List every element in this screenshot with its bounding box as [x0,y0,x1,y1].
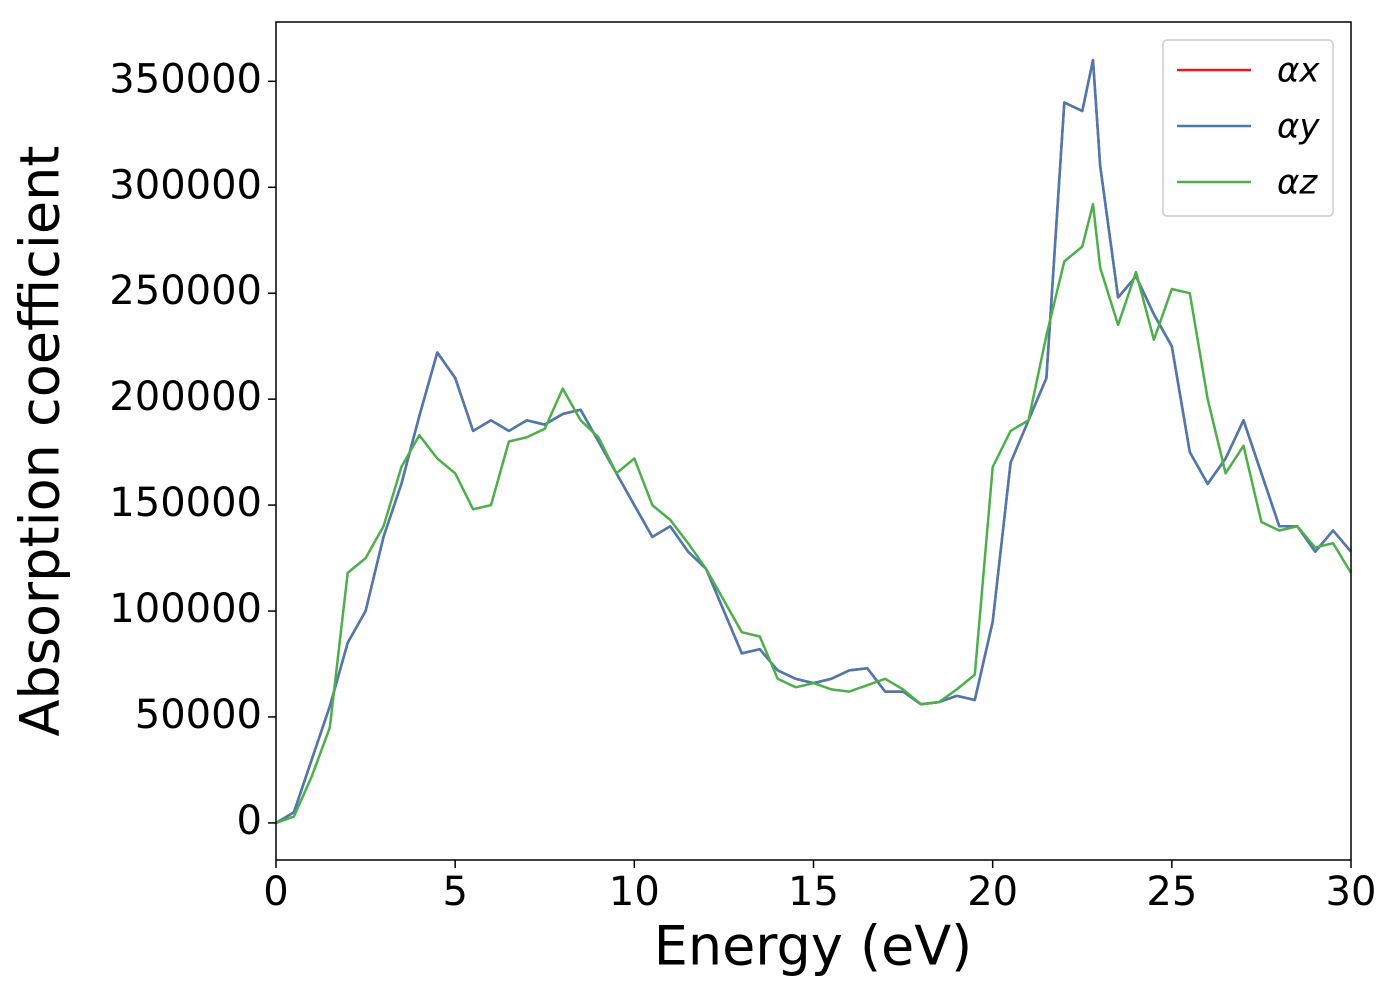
x-tick-label: 25 [1146,869,1197,915]
y-axis-label: Absorption coefficient [9,146,72,737]
y-tick-label: 200000 [109,374,262,420]
x-tick-label: 10 [609,869,660,915]
legend-label: αy [1277,107,1320,147]
legend-label: αz [1277,163,1318,203]
y-tick-label: 0 [237,798,262,844]
x-tick-label: 0 [263,869,288,915]
x-tick-label: 30 [1326,869,1377,915]
plot-frame [275,21,1352,861]
y-tick-label: 250000 [109,268,262,314]
y-tick-label: 150000 [109,480,262,526]
legend-box [1162,39,1334,217]
x-tick-label: 20 [967,869,1018,915]
legend-label: αx [1277,51,1320,91]
y-tick-label: 350000 [109,56,262,102]
x-tick-label: 15 [788,869,839,915]
y-tick-label: 100000 [109,586,262,632]
y-tick-label: 300000 [109,162,262,208]
x-tick-label: 5 [442,869,467,915]
line-series [275,202,1353,825]
y-tick-label: 50000 [135,692,262,738]
line-series [275,58,1352,824]
x-axis-label: Energy (eV) [654,915,973,978]
